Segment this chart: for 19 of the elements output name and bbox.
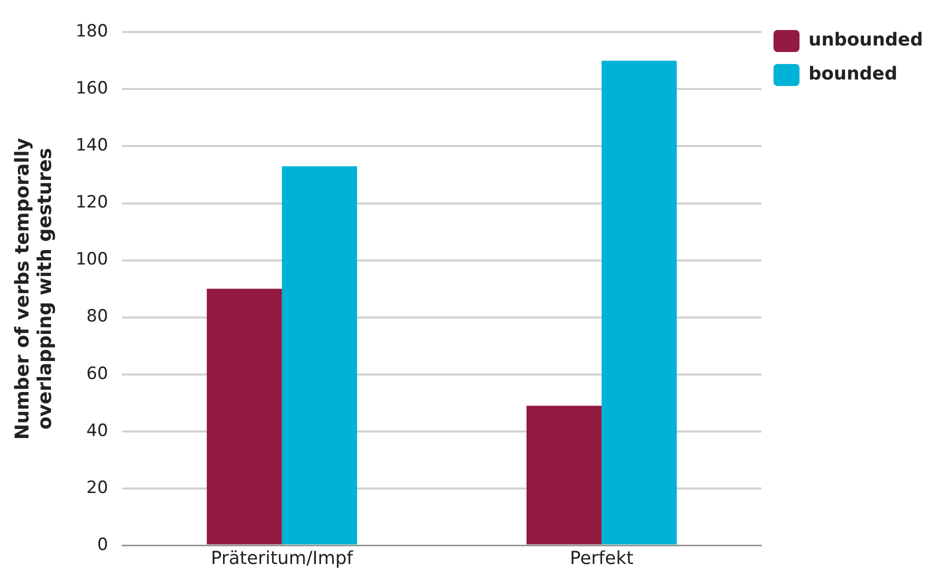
bar (206, 288, 282, 544)
y-tick-label: 100 (76, 250, 108, 270)
legend-label: bounded (808, 64, 898, 85)
y-tick-label: 160 (76, 78, 108, 99)
legend-label: unbounded (808, 30, 924, 51)
y-tick-label: 20 (86, 478, 108, 498)
y-tick-label: 120 (76, 192, 108, 213)
y-tick-label: 40 (86, 420, 108, 441)
y-axis-title: Number of verbs temporally overlapping with gestures (11, 137, 56, 440)
y-tick-label: 140 (76, 136, 108, 156)
bar (526, 406, 602, 544)
y-tick-label: 0 (97, 534, 108, 555)
y-tick-label: 80 (86, 306, 108, 327)
bar (282, 166, 358, 544)
y-tick-label: 60 (86, 364, 108, 384)
x-tick-label: Präteritum/Impf (210, 548, 354, 569)
x-tick-label: Perfekt (570, 548, 634, 569)
y-tick-label: 180 (76, 22, 108, 42)
bar (602, 60, 677, 544)
